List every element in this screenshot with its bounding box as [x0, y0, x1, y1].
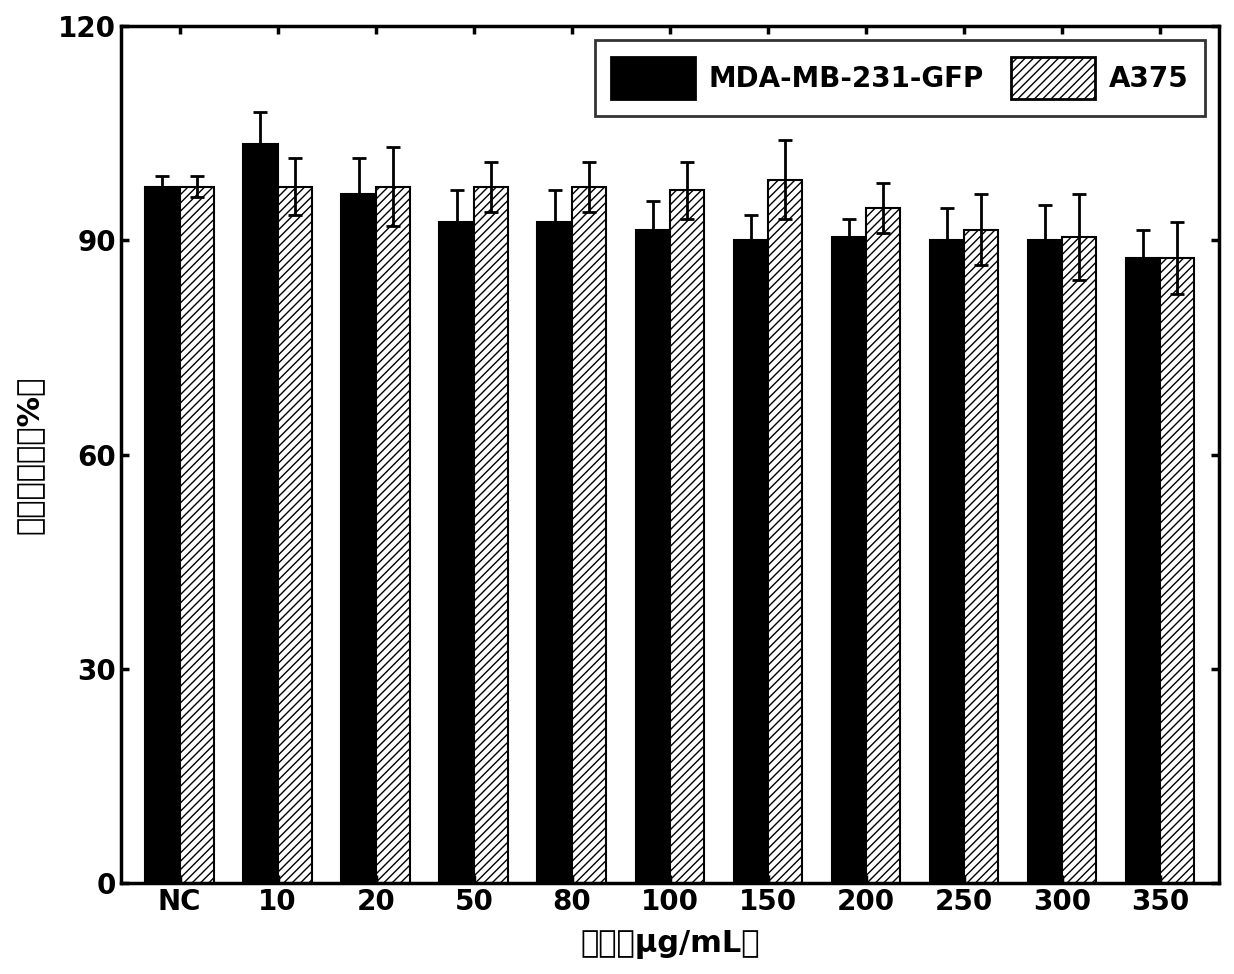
Bar	[474, 187, 508, 883]
Bar	[1028, 241, 1062, 883]
Bar	[439, 222, 474, 883]
Bar	[670, 190, 705, 883]
Bar	[832, 237, 866, 883]
X-axis label: 浓度（μg/mL）: 浓度（μg/mL）	[580, 930, 760, 959]
Bar	[146, 187, 180, 883]
Bar	[733, 241, 768, 883]
Bar	[243, 144, 278, 883]
Bar	[964, 230, 998, 883]
Bar	[929, 241, 964, 883]
Bar	[375, 187, 410, 883]
Bar	[636, 230, 670, 883]
Bar	[768, 179, 802, 883]
Y-axis label: 细胞存活率（%）: 细胞存活率（%）	[15, 375, 44, 534]
Bar	[1062, 237, 1097, 883]
Legend: MDA-MB-231-GFP, A375: MDA-MB-231-GFP, A375	[595, 40, 1206, 116]
Bar	[538, 222, 571, 883]
Bar	[278, 187, 312, 883]
Bar	[180, 187, 213, 883]
Bar	[866, 208, 901, 883]
Bar	[1160, 258, 1195, 883]
Bar	[342, 194, 375, 883]
Bar	[1125, 258, 1160, 883]
Bar	[571, 187, 606, 883]
